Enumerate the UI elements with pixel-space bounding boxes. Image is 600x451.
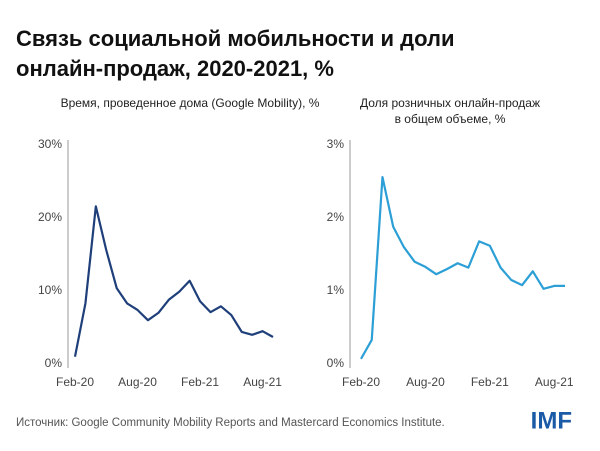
y-tick-label: 1% [327, 283, 345, 297]
y-tick-label: 20% [38, 210, 62, 224]
logo: IMF [531, 407, 572, 434]
y-tick-label: 0% [327, 356, 345, 370]
x-tick-label: Aug-21 [243, 375, 282, 389]
y-tick-label: 2% [327, 210, 345, 224]
chart-title: в общем объеме, % [395, 112, 506, 126]
chart-title: Доля розничных онлайн-продаж [360, 96, 540, 110]
x-tick-label: Aug-21 [535, 375, 574, 389]
y-tick-label: 30% [38, 137, 62, 151]
x-tick-label: Aug-20 [118, 375, 157, 389]
main-title: онлайн-продаж, 2020-2021, % [16, 56, 334, 81]
data-line [360, 176, 565, 360]
x-tick-label: Feb-21 [181, 375, 219, 389]
x-tick-label: Feb-20 [56, 375, 94, 389]
chart-title: Время, проведенное дома (Google Mobility… [61, 96, 320, 110]
y-tick-label: 0% [45, 356, 63, 370]
x-tick-label: Aug-20 [406, 375, 445, 389]
source: Источник: Google Community Mobility Repo… [16, 417, 445, 429]
y-tick-label: 3% [327, 137, 345, 151]
x-tick-label: Feb-20 [342, 375, 380, 389]
y-tick-label: 10% [38, 283, 62, 297]
main-title: Связь социальной мобильности и доли [16, 26, 454, 51]
x-tick-label: Feb-21 [471, 375, 509, 389]
data-line [73, 205, 274, 357]
